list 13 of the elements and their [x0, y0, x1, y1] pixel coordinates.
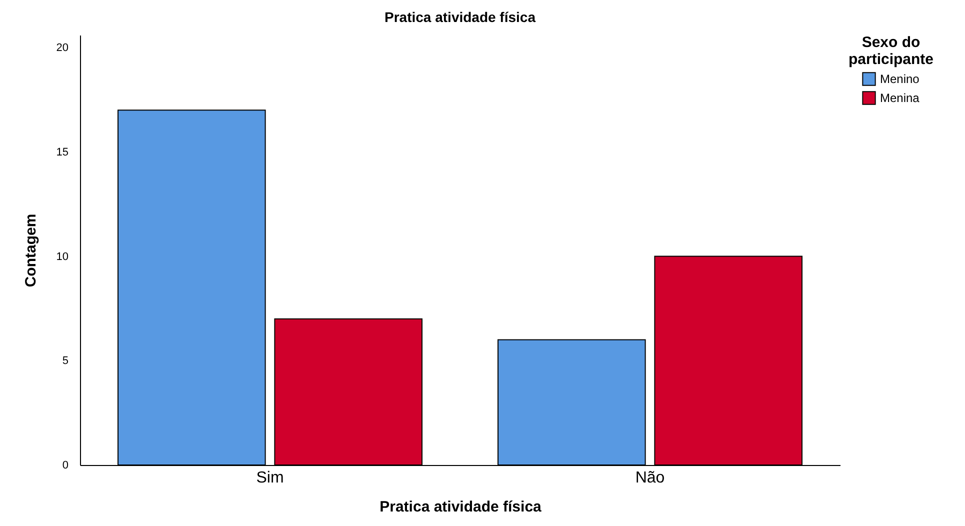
y-tick-label: 20: [56, 42, 68, 54]
y-tick-label: 15: [56, 146, 68, 158]
legend-label: Menino: [880, 72, 920, 86]
y-axis-title: Contagem: [22, 214, 40, 288]
y-tick-label: 0: [62, 460, 68, 472]
x-tick-label: Sim: [256, 470, 284, 486]
legend-title: Sexo do participante: [848, 34, 934, 68]
y-tick-label: 10: [56, 250, 68, 263]
y-tick-label: 5: [62, 355, 68, 368]
x-axis-title: Pratica atividade física: [380, 498, 542, 516]
chart-title: Pratica atividade física: [384, 9, 536, 25]
x-tick-label: Não: [635, 470, 665, 486]
legend-label: Menina: [880, 91, 920, 105]
